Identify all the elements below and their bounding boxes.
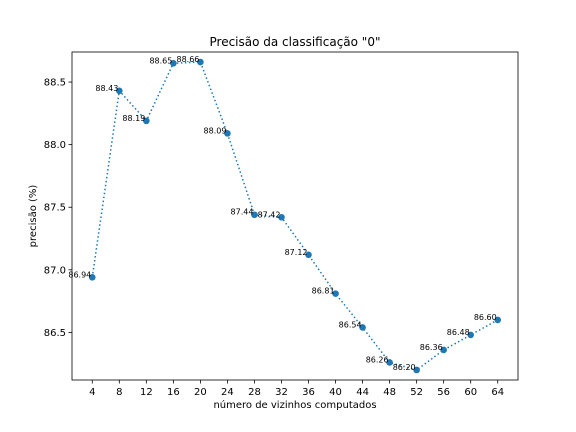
series-line: [91, 61, 499, 371]
y-tick-label: 87.5: [44, 203, 66, 214]
data-label: 86.48: [447, 328, 470, 337]
data-label: 88.43: [95, 84, 118, 93]
y-axis-label: precisão (%): [28, 185, 39, 248]
x-tick-label: 24: [221, 387, 234, 398]
y-tick-label: 88.5: [44, 78, 66, 89]
data-point: [197, 58, 204, 66]
data-point: [332, 290, 339, 297]
x-tick-label: 44: [356, 387, 369, 398]
data-point: [224, 130, 231, 137]
plot-area: [71, 51, 519, 381]
data-label: 87.12: [285, 248, 308, 257]
data-label: 86.54: [339, 320, 362, 329]
data-point: [278, 213, 285, 221]
data-label: 86.81: [312, 287, 335, 296]
x-tick-label: 12: [140, 387, 153, 398]
data-point: [305, 251, 312, 259]
data-point: [143, 117, 150, 125]
x-tick-label: 36: [302, 387, 315, 398]
x-tick-label: 60: [464, 387, 477, 398]
data-label: 87.42: [258, 210, 281, 219]
chart-title: Precisão da classificação "0": [210, 35, 381, 49]
data-label: 87.44: [231, 208, 254, 217]
data-labels: 86.94 88.43 88.19 88.65 88.66 88.09 87.44 87.42…: [68, 55, 496, 372]
data-label: 86.26: [366, 355, 389, 364]
data-point: [467, 331, 474, 339]
data-label: 88.65: [149, 56, 172, 65]
data-point: [116, 87, 123, 95]
y-tick-label: 86.5: [44, 328, 66, 339]
data-markers: [88, 58, 502, 374]
data-label: 86.36: [420, 343, 443, 352]
data-label: 88.66: [176, 55, 199, 64]
data-label: 88.19: [122, 114, 145, 123]
data-point: [413, 366, 420, 374]
x-tick-label: 4: [89, 387, 95, 398]
x-tick-label: 8: [116, 387, 122, 398]
data-point: [386, 359, 393, 366]
x-axis-label: número de vizinhos computados: [213, 399, 376, 411]
x-tick-label: 40: [329, 387, 342, 398]
y-tick-label: 88.0: [44, 140, 66, 151]
x-tick-label: 16: [167, 387, 180, 398]
data-point: [494, 316, 502, 324]
data-point: [170, 59, 177, 67]
data-point: [359, 324, 366, 331]
x-tick-label: 64: [491, 387, 504, 398]
x-tick-label: 56: [437, 387, 450, 398]
data-label: 86.20: [393, 363, 416, 372]
data-point: [88, 274, 96, 281]
x-tick-label: 52: [410, 387, 423, 398]
y-tick-label: 87.0: [44, 265, 66, 276]
data-label: 86.60: [474, 313, 497, 322]
x-tick-label: 48: [383, 387, 396, 398]
y-axis: 86.5 87.0 87.5 88.0 88.5: [44, 78, 72, 339]
x-tick-label: 32: [275, 387, 288, 398]
data-point: [440, 346, 447, 354]
x-axis: 4 8 12 16 20 24 28 32 36 40 44 48 52 56 60 64: [89, 380, 504, 398]
x-tick-label: 20: [194, 387, 207, 398]
data-label: 86.94: [68, 270, 91, 279]
data-label: 88.09: [204, 126, 227, 135]
data-point: [251, 211, 258, 219]
x-tick-label: 28: [248, 387, 261, 398]
